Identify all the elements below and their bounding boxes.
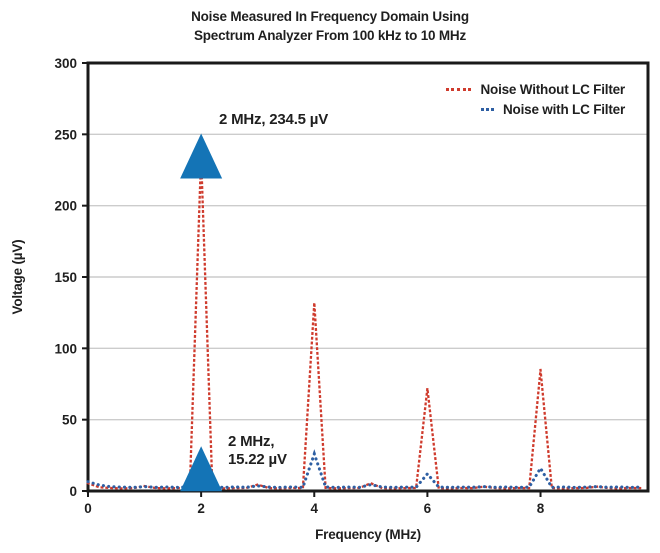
- annotation-triangle-low: [180, 446, 223, 492]
- legend-label-with-filter: Noise with LC Filter: [502, 101, 625, 117]
- y-tick-label-200: 200: [54, 199, 77, 214]
- annotation-peak-high: 2 MHz, 234.5 µV: [219, 111, 329, 128]
- legend-label-without-filter: Noise Without LC Filter: [480, 81, 625, 97]
- annotation-peak-low-line2: 15.22 µV: [228, 451, 287, 468]
- y-tick-label-0: 0: [69, 484, 77, 499]
- y-tick-label-150: 150: [54, 270, 77, 285]
- x-tick-label-4: 4: [311, 501, 319, 516]
- y-tick-label-100: 100: [54, 341, 77, 356]
- x-tick-label-2: 2: [197, 501, 205, 516]
- y-axis-label: Voltage (µV): [10, 239, 25, 315]
- x-axis-label: Frequency (MHz): [315, 527, 421, 542]
- annotation-peak-low: 2 MHz, 15.22 µV: [228, 433, 287, 469]
- chart-title-line2: Spectrum Analyzer From 100 kHz to 10 MHz: [193, 28, 467, 43]
- x-tick-label-8: 8: [537, 501, 545, 516]
- y-tick-label-300: 300: [54, 56, 77, 71]
- y-tick-label-50: 50: [62, 413, 77, 428]
- x-tick-label-6: 6: [424, 501, 432, 516]
- annotation-triangle-high: [180, 133, 223, 179]
- annotation-peak-low-line1: 2 MHz,: [228, 433, 275, 450]
- series-line-with-filter: [86, 449, 644, 489]
- blue-dotted-line-swatch: [480, 107, 494, 111]
- y-tick-label-250: 250: [54, 127, 77, 142]
- legend-item-without-filter: Noise Without LC Filter: [446, 79, 625, 99]
- legend: Noise Without LC Filter Noise with LC Fi…: [446, 79, 625, 119]
- legend-item-with-filter: Noise with LC Filter: [446, 99, 625, 119]
- chart-title-line1: Noise Measured In Frequency Domain Using: [191, 9, 469, 24]
- chart-title: Noise Measured In Frequency Domain Using…: [0, 7, 660, 45]
- red-dotted-line-swatch: [446, 87, 472, 91]
- x-tick-label-0: 0: [84, 501, 92, 516]
